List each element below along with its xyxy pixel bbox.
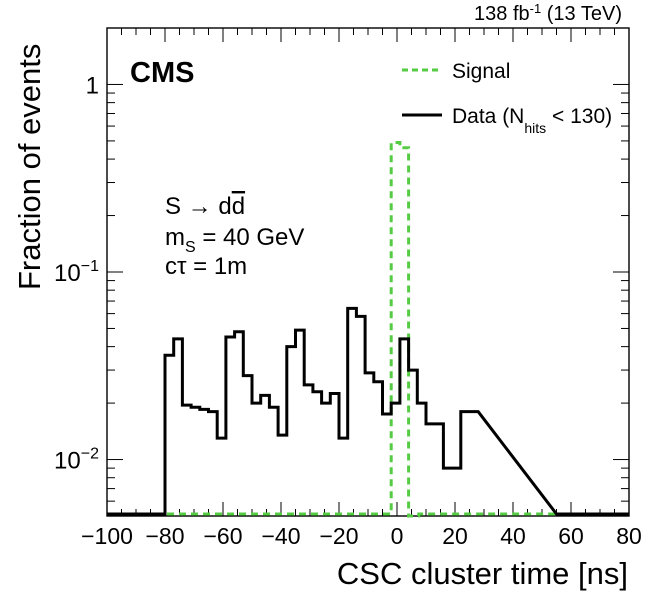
- x-axis-label: CSC cluster time [ns]: [337, 556, 628, 591]
- signal-annotation: S → dd mS = 40 GeV cτ = 1m: [165, 193, 304, 280]
- x-tick-label: −80: [145, 523, 184, 549]
- cms-label: CMS: [130, 57, 194, 89]
- x-tick-label: −20: [319, 523, 358, 549]
- data-histogram: [107, 306, 629, 516]
- mass-label: mS = 40 GeV: [165, 224, 304, 256]
- x-tick-label: −60: [203, 523, 242, 549]
- y-tick-label: 10−1: [54, 258, 99, 287]
- x-tick-label: 0: [391, 523, 404, 549]
- y-axis-label: Fraction of events: [12, 44, 47, 290]
- y-tick-label: 1: [86, 72, 99, 99]
- histogram-series: [107, 141, 629, 518]
- x-tick-label: 60: [558, 523, 584, 549]
- process-label: S → dd: [165, 193, 245, 220]
- plot-area: −100 −80 −60 −40 −20 0 20 40 60 80 1 10−1 10−2: [54, 27, 642, 549]
- lifetime-label: cτ = 1m: [165, 253, 247, 280]
- legend-signal-label: Signal: [452, 60, 510, 83]
- legend: Signal Data (Nhits < 130): [402, 60, 612, 136]
- x-tick-label: 80: [616, 523, 642, 549]
- x-tick-label: 20: [442, 523, 468, 549]
- signal-histogram: [107, 141, 629, 518]
- x-tick-label: −40: [261, 523, 300, 549]
- y-axis-ticks: 1 10−1 10−2: [54, 27, 629, 517]
- legend-data-label: Data (Nhits < 130): [452, 105, 612, 136]
- y-tick-label: 10−2: [54, 446, 99, 475]
- x-axis-ticks: −100 −80 −60 −40 −20 0 20 40 60 80: [81, 28, 642, 549]
- x-tick-label: −100: [81, 523, 133, 549]
- x-tick-label: 40: [500, 523, 526, 549]
- luminosity-label: 138 fb-1 (13 TeV): [474, 1, 622, 25]
